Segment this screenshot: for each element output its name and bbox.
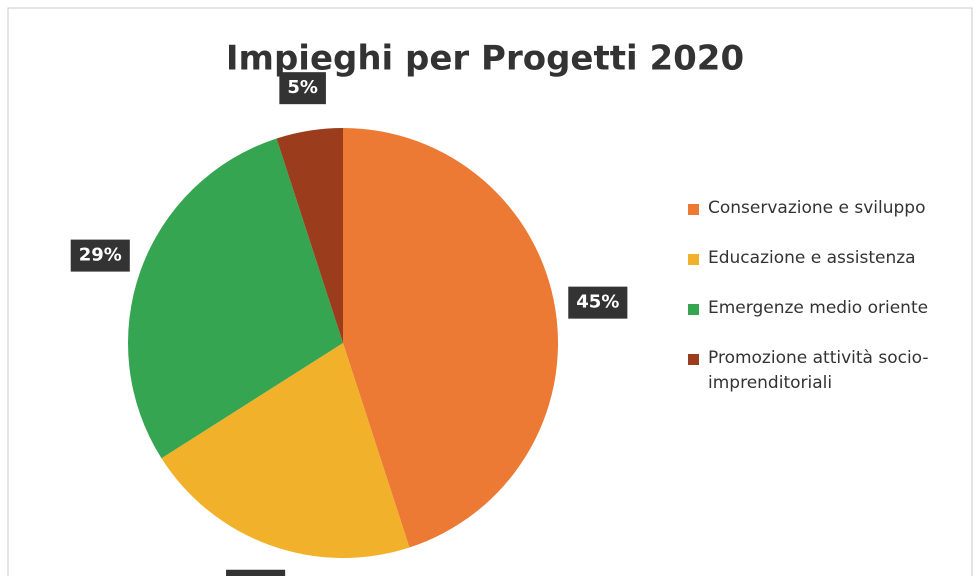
- legend-label: Educazione e assistenza: [708, 248, 916, 268]
- data-label-box: [226, 569, 286, 576]
- data-label-box: [279, 72, 326, 105]
- pie-slice: [128, 138, 343, 459]
- pie-slice: [343, 128, 559, 548]
- legend-item: Conservazione e sviluppo: [688, 196, 968, 221]
- chart-border: [7, 7, 973, 576]
- legend-item: Emergenze medio oriente: [688, 296, 968, 321]
- data-label-text: 5%: [287, 77, 318, 98]
- data-label-text: 29%: [79, 245, 122, 266]
- legend-label: Conservazione e sviluppo: [708, 198, 926, 218]
- legend-swatch: [688, 304, 699, 315]
- data-label: 21%: [226, 569, 286, 576]
- legend-item: Promozione attività socio-imprenditorial…: [688, 346, 968, 396]
- data-label: 45%: [568, 286, 628, 319]
- legend-swatch: [688, 354, 699, 365]
- data-label: 29%: [70, 239, 130, 272]
- legend-label: Promozione attività socio-imprenditorial…: [708, 348, 929, 393]
- pie-slice: [161, 343, 410, 558]
- data-label-text: 21%: [234, 575, 277, 576]
- legend-item: Educazione e assistenza: [688, 246, 968, 271]
- data-label: 5%: [279, 72, 326, 105]
- pie-slice: [276, 128, 343, 343]
- data-label-box: [70, 239, 130, 272]
- legend-swatch: [688, 254, 699, 265]
- legend-label: Emergenze medio oriente: [708, 298, 929, 318]
- legend-swatch: [688, 204, 699, 215]
- data-label-box: [568, 286, 628, 319]
- legend: Conservazione e sviluppo Educazione e ass…: [688, 196, 968, 421]
- chart-title: Impieghi per Progetti 2020: [226, 39, 744, 79]
- data-label-text: 45%: [576, 292, 619, 313]
